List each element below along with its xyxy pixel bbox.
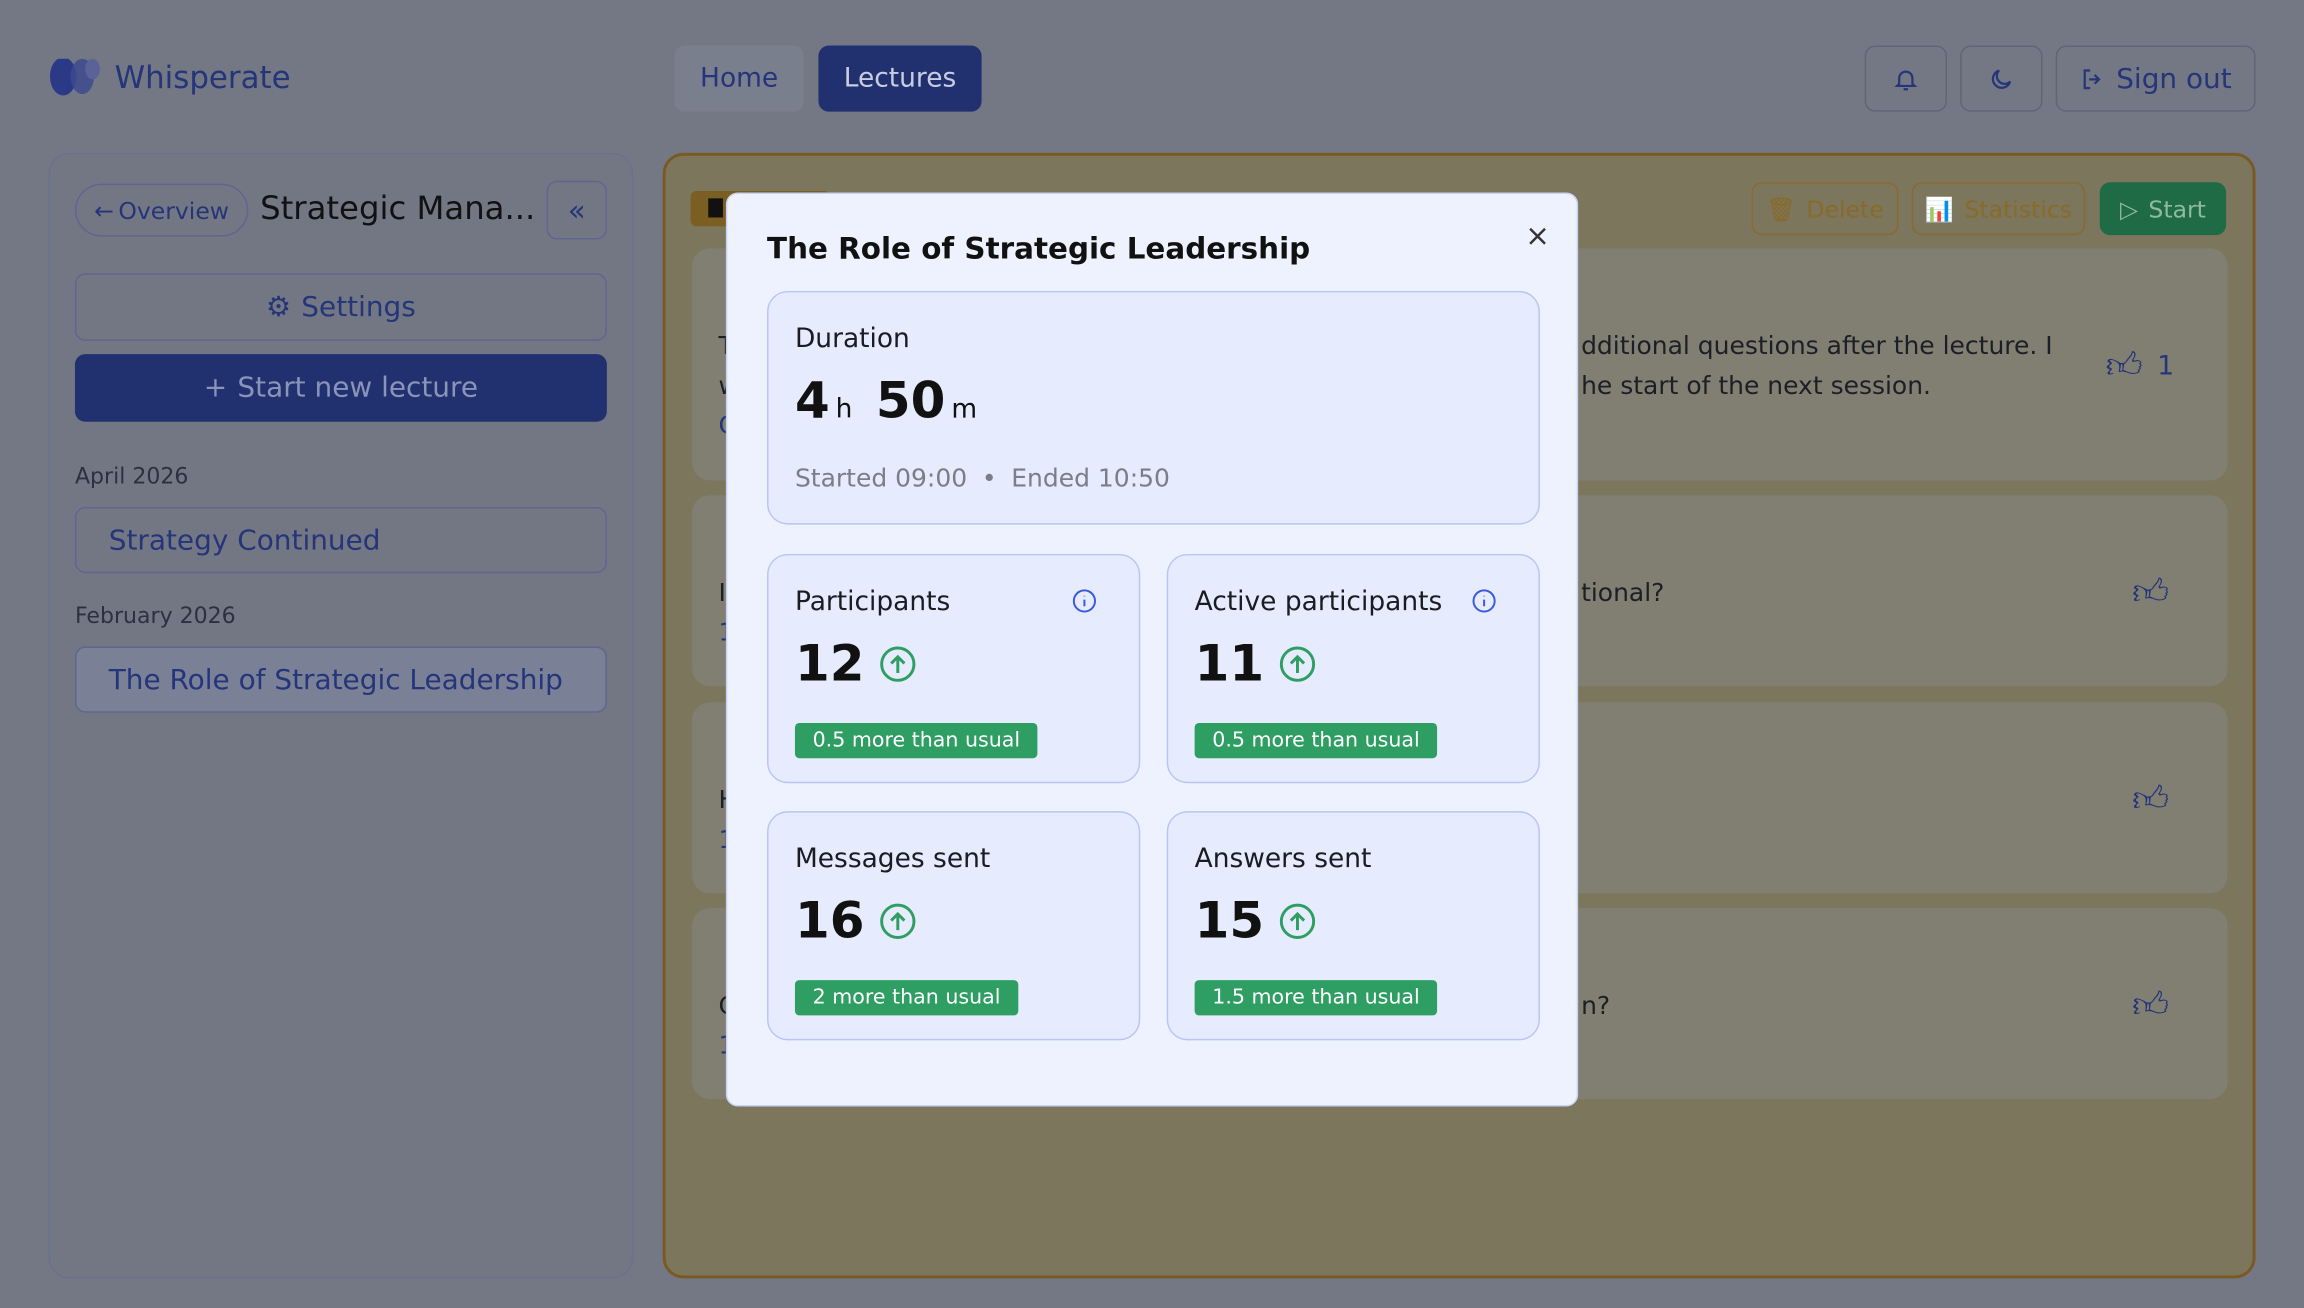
lecture-item-selected[interactable]: The Role of Strategic Leadership <box>74 646 607 713</box>
nav-home-label: Home <box>700 63 779 95</box>
question-text: n? <box>1581 991 1611 1022</box>
like-button[interactable]: 👍︎ <box>2132 779 2169 822</box>
like-count: 1 <box>2157 351 2175 383</box>
stat-value: 12 <box>794 634 865 694</box>
question-text: tional? <box>1581 578 1665 609</box>
stat-value: 16 <box>794 891 865 951</box>
delete-label: Delete <box>1806 194 1884 223</box>
sign-out-button[interactable]: Sign out <box>2055 45 2256 112</box>
bookmark-icon <box>708 198 723 218</box>
start-label: Start <box>2148 194 2206 223</box>
statistics-button[interactable]: 📊 Statistics <box>1911 182 2086 236</box>
stat-card-answers: Answers sent 15 1.5 more than usual <box>1166 811 1540 1041</box>
stat-card-participants: Participants 12 0.5 more than usual <box>767 553 1141 784</box>
start-new-lecture-label: Start new lecture <box>237 371 479 405</box>
statistics-modal: The Role of Strategic Leadership × Durat… <box>725 192 1579 1107</box>
lecture-item[interactable]: Strategy Continued <box>74 506 607 574</box>
overview-button[interactable]: ← Overview <box>74 183 249 237</box>
delta-badge: 0.5 more than usual <box>794 722 1038 759</box>
lecture-item-label: Strategy Continued <box>108 524 381 557</box>
stat-label: Active participants <box>1194 586 1443 618</box>
minutes-unit: m <box>951 393 978 425</box>
duration-times: Started 09:00 • Ended 10:50 <box>795 464 1170 493</box>
settings-label: Settings <box>301 290 416 324</box>
brand-name: Whisperate <box>114 60 291 96</box>
plus-icon: + <box>203 371 228 405</box>
sign-out-icon <box>2083 68 2101 89</box>
delta-badge: 0.5 more than usual <box>1194 722 1438 759</box>
nav-home[interactable]: Home <box>674 45 804 112</box>
collapse-sidebar-button[interactable]: « <box>546 180 607 240</box>
month-heading: April 2026 <box>74 462 189 490</box>
bell-icon <box>1894 69 1918 90</box>
logo[interactable]: Whisperate <box>47 58 291 97</box>
start-new-lecture-button[interactable]: + Start new lecture <box>74 354 607 422</box>
lecture-item-label: The Role of Strategic Leadership <box>108 664 563 697</box>
course-title: Strategic Mana... <box>260 191 536 228</box>
started-time: Started 09:00 <box>794 464 968 494</box>
sidebar: ← Overview Strategic Mana... « ⚙ Settings … <box>48 152 634 1279</box>
month-heading: February 2026 <box>74 602 236 629</box>
arrow-up-circle-icon <box>880 646 916 682</box>
duration-value: 4 h 50 m <box>795 372 977 431</box>
arrow-up-circle-icon <box>1280 903 1316 939</box>
moon-icon <box>1991 68 2012 89</box>
modal-title: The Role of Strategic Leadership <box>767 230 1311 266</box>
stat-label: Messages sent <box>794 843 991 875</box>
duration-label: Duration <box>794 323 910 355</box>
thumbs-up-icon: 👍︎ <box>2132 984 2169 1026</box>
close-icon: × <box>1525 217 1550 253</box>
delete-button[interactable]: 🗑 Delete <box>1751 182 1899 236</box>
duration-hours: 4 <box>794 371 830 431</box>
arrow-up-circle-icon <box>880 903 916 939</box>
stat-label: Participants <box>794 586 951 618</box>
stat-value: 15 <box>1194 891 1265 951</box>
nav-lectures-label: Lectures <box>843 63 957 95</box>
stat-card-messages: Messages sent 16 2 more than usual <box>767 811 1141 1041</box>
stat-card-active-participants: Active participants 11 0.5 more than usu… <box>1166 553 1540 784</box>
separator: • <box>981 464 997 494</box>
trash-icon: 🗑 <box>1766 194 1797 223</box>
duration-card: Duration 4 h 50 m Started 09:00 • Ended 10… <box>767 290 1540 525</box>
play-icon: ▷ <box>2120 194 2139 223</box>
bar-chart-icon: 📊 <box>1924 194 1955 223</box>
like-button[interactable]: 👍︎ <box>2132 984 2169 1027</box>
like-button[interactable]: 👍︎ 1 <box>2106 345 2174 388</box>
sign-out-label: Sign out <box>2116 62 2232 95</box>
info-icon[interactable] <box>1071 588 1097 614</box>
thumbs-up-icon: 👍︎ <box>2132 571 2169 613</box>
duration-minutes: 50 <box>875 371 946 431</box>
close-button[interactable]: × <box>1525 217 1550 252</box>
delta-badge: 1.5 more than usual <box>1194 980 1438 1016</box>
like-button[interactable]: 👍︎ <box>2132 572 2169 615</box>
start-button[interactable]: ▷ Start <box>2099 182 2227 236</box>
settings-button[interactable]: ⚙ Settings <box>74 273 607 341</box>
question-text: he start of the next session. <box>1581 371 1931 402</box>
arrow-up-circle-icon <box>1280 646 1316 682</box>
thumbs-up-icon: 👍︎ <box>2105 345 2143 387</box>
question-text: dditional questions after the lecture. I <box>1581 332 2053 362</box>
nav-lectures[interactable]: Lectures <box>818 45 982 112</box>
theme-toggle-button[interactable] <box>1960 45 2043 112</box>
delta-badge: 2 more than usual <box>794 980 1019 1016</box>
thumbs-up-icon: 👍︎ <box>2132 778 2169 820</box>
info-icon[interactable] <box>1471 588 1497 614</box>
question-text: I <box>718 578 726 609</box>
gear-icon: ⚙ <box>265 290 292 324</box>
arrow-left-icon: ← <box>94 196 114 225</box>
statistics-label: Statistics <box>1964 194 2072 223</box>
stat-value: 11 <box>1194 634 1265 694</box>
stat-label: Answers sent <box>1194 843 1372 875</box>
logo-icon <box>49 58 100 96</box>
chevrons-left-icon: « <box>567 192 586 228</box>
hours-unit: h <box>835 393 853 425</box>
notifications-button[interactable] <box>1864 45 1947 112</box>
overview-label: Overview <box>118 196 230 225</box>
ended-time: Ended 10:50 <box>1011 464 1170 494</box>
